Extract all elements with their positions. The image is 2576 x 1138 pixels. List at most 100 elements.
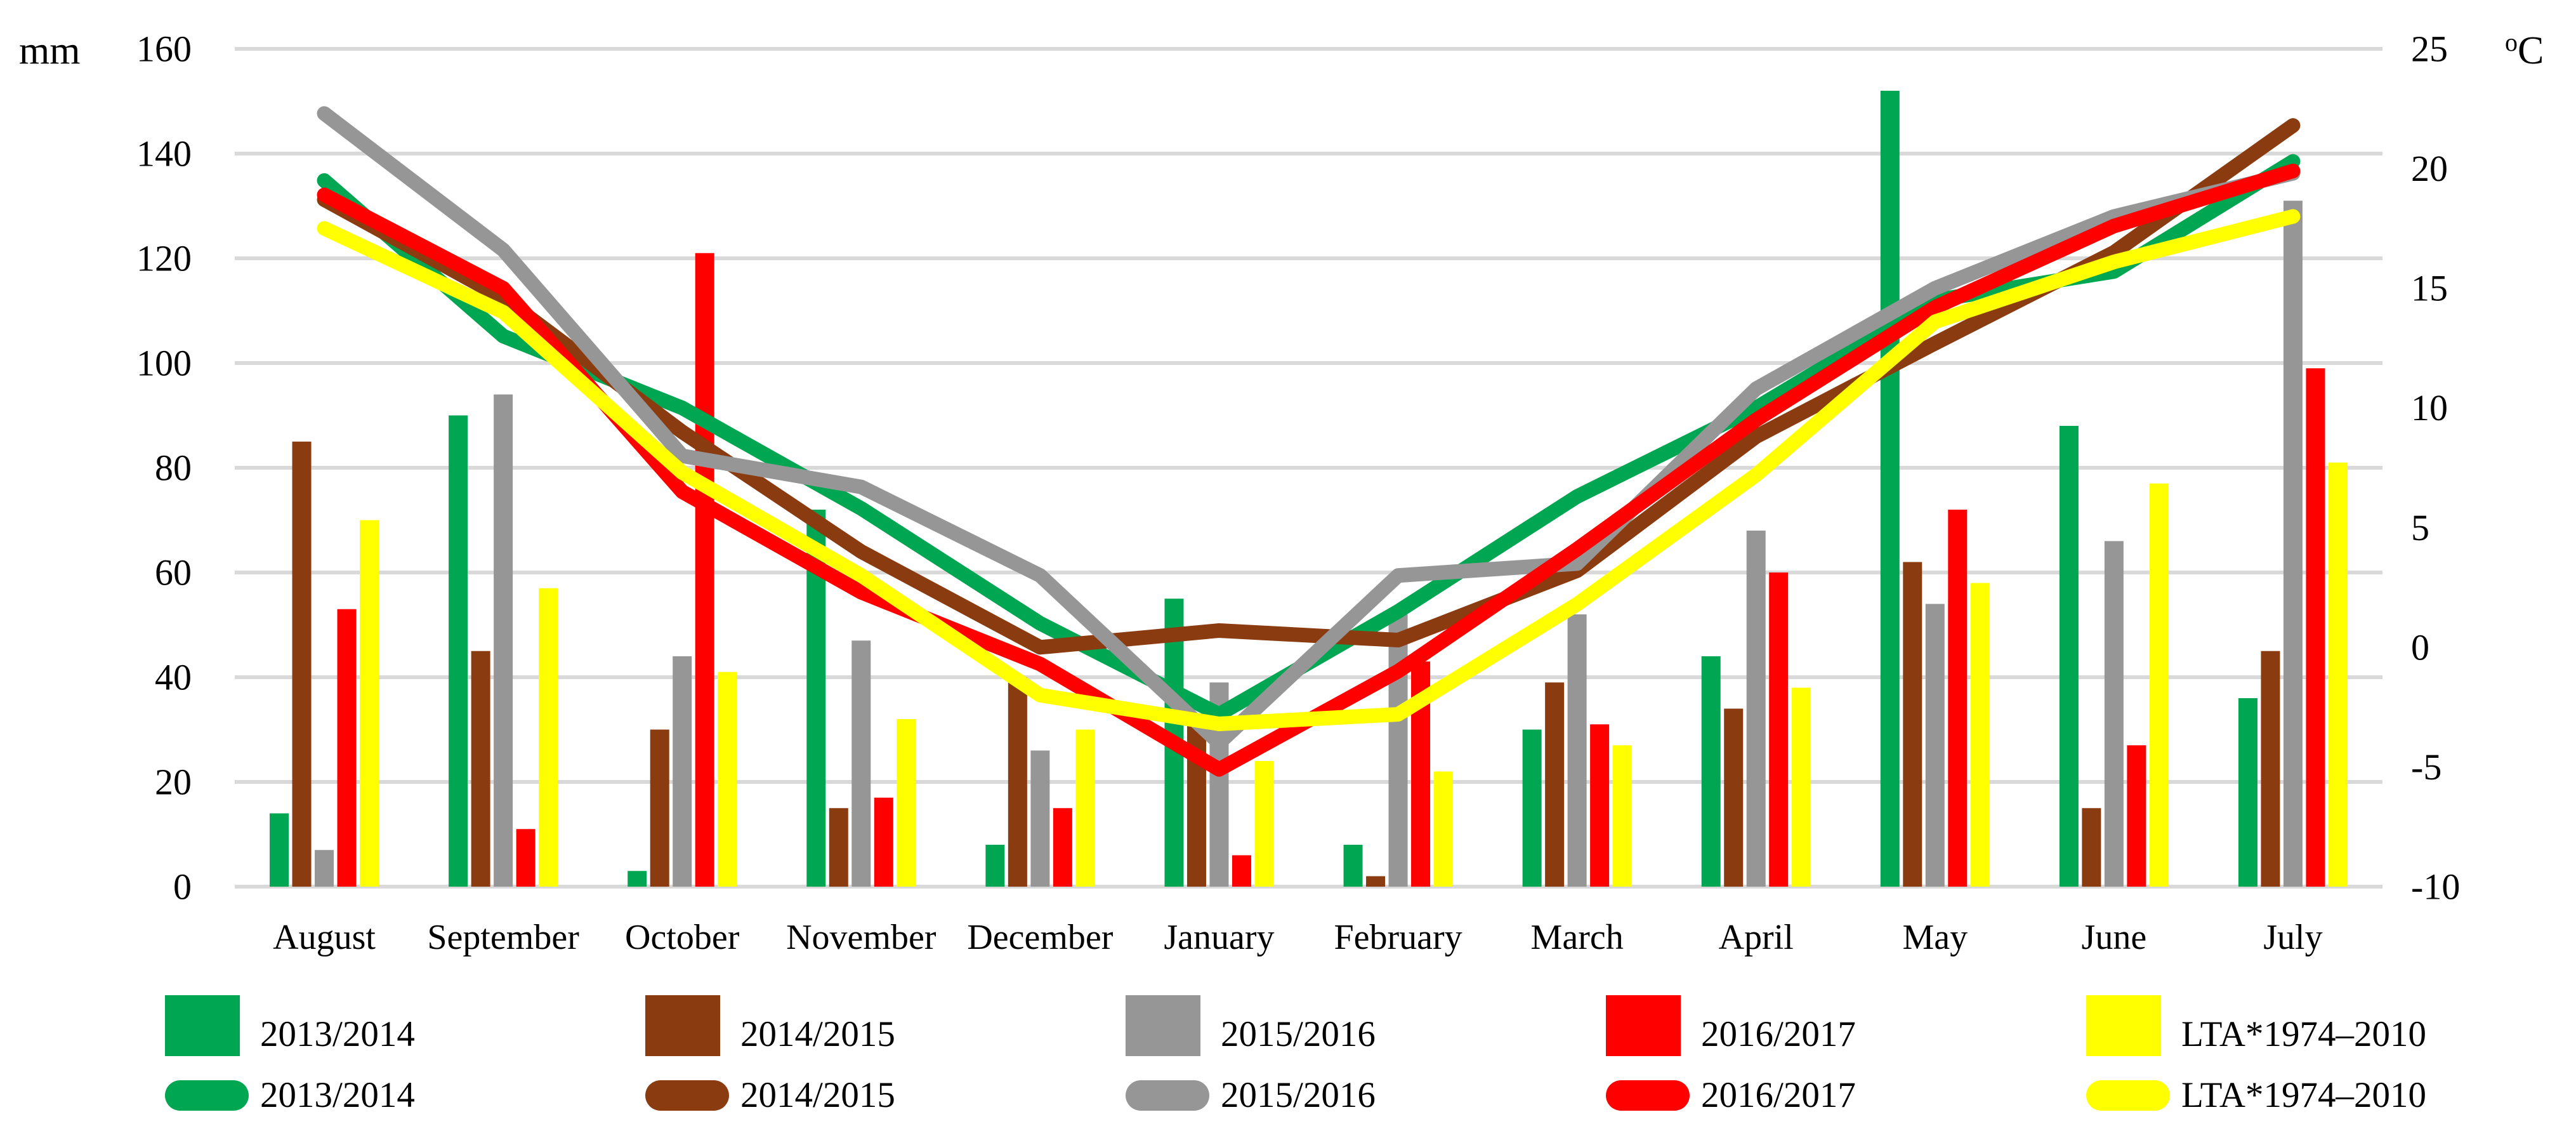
- bar-LTA*1974–2010-June: [2149, 483, 2169, 887]
- legend-label: LTA*1974–2010: [2181, 1075, 2426, 1115]
- x-axis-month-label: November: [786, 918, 936, 957]
- bar-2016/2017-May: [1948, 510, 1968, 887]
- right-axis-tick: 10: [2411, 387, 2448, 428]
- legend-line-swatch-LTA*1974–2010: [2086, 1080, 2170, 1111]
- right-axis-tick: -10: [2411, 866, 2460, 908]
- x-axis-month-label: February: [1334, 918, 1462, 957]
- x-axis-month-label: December: [967, 918, 1113, 957]
- bar-2013/2014-August: [270, 813, 289, 887]
- bar-LTA*1974–2010-January: [1254, 761, 1274, 887]
- bar-2015/2016-June: [2104, 541, 2124, 887]
- left-axis-tick: 140: [136, 133, 192, 175]
- x-axis-month-label: October: [625, 918, 740, 957]
- bar-2014/2015-February: [1366, 876, 1386, 887]
- right-axis-tick: -5: [2411, 746, 2441, 788]
- legend-line-swatch-2014/2015: [645, 1080, 729, 1111]
- bar-2016/2017-January: [1232, 855, 1251, 887]
- bar-LTA*1974–2010-December: [1075, 729, 1095, 887]
- temperature-line-LTA*1974–2010: [317, 209, 2301, 732]
- legend-square-swatch-2016/2017: [1606, 995, 1681, 1056]
- bar-2014/2015-October: [650, 729, 669, 887]
- bar-2013/2014-July: [2238, 698, 2257, 887]
- left-axis-tick: 120: [136, 238, 192, 279]
- bar-2015/2016-September: [494, 394, 513, 887]
- legend-line-swatch-2016/2017: [1606, 1080, 1690, 1111]
- right-axis-tick: 20: [2411, 148, 2448, 189]
- left-axis-tick: 100: [136, 343, 192, 384]
- x-axis-month-label: March: [1531, 918, 1624, 957]
- left-axis-title: mm: [19, 29, 80, 72]
- legend-label: 2013/2014: [260, 1014, 415, 1054]
- left-axis-tick: 40: [155, 657, 192, 698]
- left-axis-tick: 0: [173, 866, 192, 908]
- bar-2013/2014-June: [2059, 426, 2079, 887]
- bar-2016/2017-June: [2127, 745, 2146, 887]
- legend-label: LTA*1974–2010: [2181, 1014, 2426, 1054]
- bar-2016/2017-April: [1769, 572, 1789, 887]
- bar-2013/2014-February: [1343, 845, 1363, 887]
- bar-LTA*1974–2010-February: [1433, 771, 1453, 887]
- bar-2015/2016-October: [673, 656, 692, 887]
- x-axis-month-label: September: [427, 918, 579, 957]
- bar-2013/2014-October: [628, 871, 647, 887]
- bar-2015/2016-May: [1925, 604, 1945, 887]
- left-axis-tick: 60: [155, 552, 192, 593]
- legend-square-swatch-2013/2014: [165, 995, 240, 1056]
- legend-label: 2014/2015: [740, 1075, 895, 1115]
- bar-LTA*1974–2010-July: [2328, 462, 2348, 887]
- bar-2016/2017-July: [2306, 368, 2325, 887]
- legend-label: 2015/2016: [1221, 1075, 1376, 1115]
- x-axis-month-label: January: [1164, 918, 1274, 957]
- legend-square-swatch-2015/2016: [1126, 995, 1200, 1056]
- legend-label: 2014/2015: [740, 1014, 895, 1054]
- bar-LTA*1974–2010-November: [897, 719, 916, 887]
- bar-2016/2017-October: [695, 253, 714, 887]
- right-axis-tick: 15: [2411, 268, 2448, 309]
- left-axis-tick: 80: [155, 447, 192, 489]
- bar-2016/2017-August: [337, 609, 357, 887]
- bar-2015/2016-March: [1567, 614, 1587, 887]
- bar-2014/2015-December: [1008, 677, 1027, 887]
- bar-2015/2016-December: [1030, 750, 1050, 887]
- bar-LTA*1974–2010-April: [1791, 687, 1811, 887]
- right-axis-tick: 0: [2411, 626, 2429, 668]
- bar-2014/2015-March: [1545, 682, 1565, 887]
- legend-label: 2013/2014: [260, 1075, 415, 1115]
- bar-2016/2017-September: [516, 829, 536, 887]
- bar-LTA*1974–2010-May: [1970, 583, 1990, 887]
- bar-2014/2015-November: [829, 808, 848, 887]
- legend-label: 2015/2016: [1221, 1014, 1376, 1054]
- legend-square-swatch-2014/2015: [645, 995, 720, 1056]
- bar-LTA*1974–2010-March: [1612, 745, 1632, 887]
- right-axis-tick: 5: [2411, 507, 2429, 548]
- bar-LTA*1974–2010-September: [539, 588, 558, 887]
- bar-2016/2017-November: [874, 797, 893, 887]
- x-axis-month-label: May: [1902, 918, 1968, 957]
- temperature-line-2014/2015: [317, 118, 2301, 655]
- bar-2014/2015-September: [471, 651, 490, 887]
- bar-2014/2015-July: [2261, 651, 2280, 887]
- x-axis-month-label: July: [2263, 918, 2322, 957]
- legend-label: 2016/2017: [1701, 1014, 1856, 1054]
- bar-2013/2014-September: [449, 415, 468, 887]
- bar-2013/2014-March: [1522, 729, 1542, 887]
- temperature-line-2015/2016: [317, 106, 2301, 751]
- x-axis-month-label: June: [2082, 918, 2147, 957]
- legend-line-swatch-2015/2016: [1126, 1080, 1209, 1111]
- bar-2013/2014-May: [1880, 91, 1900, 887]
- bar-2016/2017-March: [1590, 724, 1610, 887]
- left-axis-tick: 20: [155, 762, 192, 803]
- bar-2015/2016-August: [315, 850, 334, 887]
- bar-2013/2014-December: [985, 845, 1005, 887]
- x-axis-month-label: August: [273, 918, 376, 957]
- bar-2014/2015-August: [292, 441, 312, 887]
- bar-LTA*1974–2010-August: [360, 520, 379, 887]
- right-axis-title: oC: [2505, 28, 2544, 72]
- x-axis-month-label: April: [1719, 918, 1794, 957]
- legend-line-swatch-2013/2014: [165, 1080, 249, 1111]
- bar-2015/2016-February: [1388, 614, 1408, 887]
- bar-LTA*1974–2010-October: [718, 672, 737, 887]
- bar-2016/2017-December: [1053, 808, 1072, 887]
